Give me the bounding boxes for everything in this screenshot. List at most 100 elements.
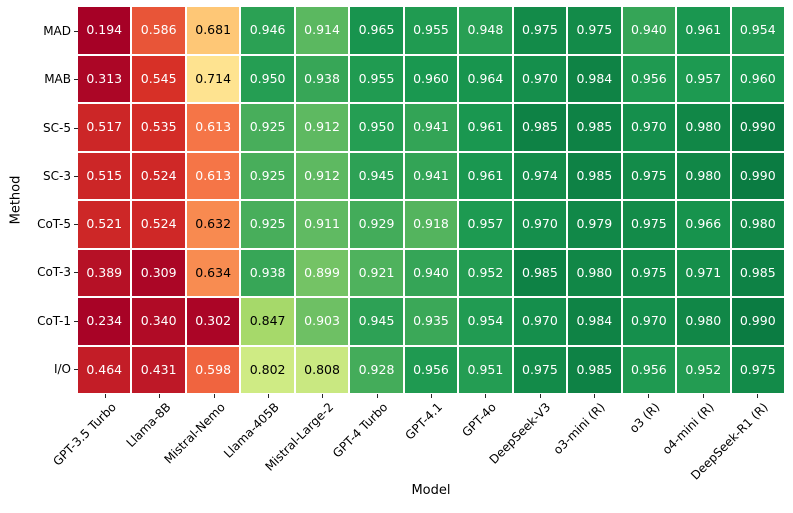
x-axis-tick — [702, 394, 704, 398]
x-tick-label: o3 (R) — [626, 400, 663, 436]
x-axis-tick — [268, 394, 270, 398]
x-tick-label: GPT-3.5 Turbo — [50, 400, 120, 469]
heatmap-cell: 0.903 — [295, 298, 349, 345]
heatmap-cell: 0.950 — [350, 104, 403, 151]
heatmap-cell: 0.925 — [241, 104, 294, 151]
heatmap-cell: 0.914 — [295, 7, 349, 54]
heatmap-cell: 0.955 — [350, 55, 403, 102]
heatmap-cell: 0.613 — [186, 104, 240, 151]
heatmap-cell: 0.964 — [459, 55, 512, 102]
heatmap-cell: 0.940 — [404, 249, 458, 296]
heatmap-cell: 0.956 — [622, 346, 676, 393]
heatmap-cell: 0.524 — [132, 201, 185, 248]
heatmap-cell: 0.975 — [513, 346, 567, 393]
heatmap-cell: 0.921 — [350, 249, 403, 296]
heatmap-cell: 0.975 — [622, 249, 676, 296]
heatmap-cell: 0.912 — [295, 104, 349, 151]
x-axis-tick — [756, 394, 758, 398]
heatmap-cell: 0.911 — [295, 201, 349, 248]
x-axis-tick — [648, 394, 650, 398]
heatmap-cell: 0.945 — [350, 152, 403, 199]
y-tick-label: I/O — [53, 361, 71, 376]
heatmap-cell: 0.975 — [568, 7, 621, 54]
y-axis-tick — [74, 272, 78, 274]
heatmap-cell: 0.524 — [132, 152, 185, 199]
heatmap-cell: 0.918 — [404, 201, 458, 248]
y-axis-tick — [74, 79, 78, 81]
heatmap-cell: 0.990 — [731, 104, 784, 151]
heatmap-cell: 0.980 — [677, 152, 730, 199]
x-tick-label: GPT-4 Turbo — [330, 400, 391, 461]
x-axis-title: Model — [411, 483, 451, 498]
heatmap-cell: 0.925 — [241, 201, 294, 248]
heatmap-cell: 0.960 — [731, 55, 784, 102]
x-axis-tick — [485, 394, 487, 398]
heatmap-cell: 0.340 — [132, 298, 185, 345]
heatmap-cell: 0.948 — [459, 7, 512, 54]
heatmap-cell: 0.979 — [568, 201, 621, 248]
heatmap-cell: 0.928 — [350, 346, 403, 393]
heatmap-cell: 0.309 — [132, 249, 185, 296]
x-tick-label: o3-mini (R) — [550, 400, 608, 458]
heatmap-cell: 0.802 — [241, 346, 294, 393]
y-tick-label: MAB — [44, 72, 71, 87]
heatmap-cell: 0.980 — [731, 201, 784, 248]
y-tick-label: SC-3 — [43, 168, 71, 183]
heatmap-cell: 0.965 — [350, 7, 403, 54]
x-axis-tick — [322, 394, 324, 398]
heatmap-cell: 0.980 — [568, 249, 621, 296]
heatmap-cell: 0.808 — [295, 346, 349, 393]
heatmap-cell: 0.945 — [350, 298, 403, 345]
x-axis-tick — [213, 394, 215, 398]
x-tick-label: GPT-4o — [459, 400, 500, 440]
heatmap-cell: 0.941 — [404, 104, 458, 151]
heatmap-cell: 0.935 — [404, 298, 458, 345]
heatmap-cell: 0.545 — [132, 55, 185, 102]
x-tick-label: Llama-8B — [123, 400, 174, 450]
heatmap-cell: 0.961 — [459, 104, 512, 151]
heatmap-cell: 0.975 — [513, 7, 567, 54]
y-tick-label: MAD — [43, 24, 71, 39]
heatmap-cell: 0.952 — [677, 346, 730, 393]
heatmap-cell: 0.952 — [459, 249, 512, 296]
heatmap-cell: 0.961 — [677, 7, 730, 54]
heatmap-cell: 0.515 — [78, 152, 131, 199]
heatmap-cell: 0.521 — [78, 201, 131, 248]
heatmap-cell: 0.954 — [459, 298, 512, 345]
heatmap-cell: 0.985 — [731, 249, 784, 296]
y-axis-tick — [74, 31, 78, 33]
heatmap-cell: 0.971 — [677, 249, 730, 296]
heatmap-cell: 0.984 — [568, 298, 621, 345]
heatmap-cell: 0.302 — [186, 298, 240, 345]
heatmap-cell: 0.957 — [677, 55, 730, 102]
heatmap-cell: 0.957 — [459, 201, 512, 248]
y-axis-tick — [74, 320, 78, 322]
heatmap-cell: 0.925 — [241, 152, 294, 199]
heatmap-grid: 0.194 0.586 0.681 0.946 0.914 0.965 0.955 0.948… — [78, 7, 784, 393]
heatmap-cell: 0.681 — [186, 7, 240, 54]
x-axis-tick — [376, 394, 378, 398]
heatmap-cell: 0.984 — [568, 55, 621, 102]
heatmap-cell: 0.985 — [568, 346, 621, 393]
heatmap-cell: 0.613 — [186, 152, 240, 199]
heatmap-cell: 0.970 — [513, 298, 567, 345]
x-axis-tick — [431, 394, 432, 398]
heatmap-cell: 0.634 — [186, 249, 240, 296]
heatmap-cell: 0.960 — [404, 55, 458, 102]
heatmap-cell: 0.985 — [568, 152, 621, 199]
x-axis-tick — [539, 394, 541, 398]
heatmap-cell: 0.586 — [132, 7, 185, 54]
heatmap-cell: 0.389 — [78, 249, 131, 296]
heatmap-cell: 0.714 — [186, 55, 240, 102]
y-tick-label: CoT-5 — [37, 217, 71, 232]
heatmap-cell: 0.970 — [622, 298, 676, 345]
heatmap-cell: 0.990 — [731, 298, 784, 345]
heatmap-cell: 0.974 — [513, 152, 567, 199]
heatmap-cell: 0.598 — [186, 346, 240, 393]
heatmap-cell: 0.313 — [78, 55, 131, 102]
heatmap-cell: 0.950 — [241, 55, 294, 102]
heatmap-cell: 0.975 — [622, 152, 676, 199]
heatmap-cell: 0.899 — [295, 249, 349, 296]
x-tick-label: o4-mini (R) — [659, 400, 717, 458]
